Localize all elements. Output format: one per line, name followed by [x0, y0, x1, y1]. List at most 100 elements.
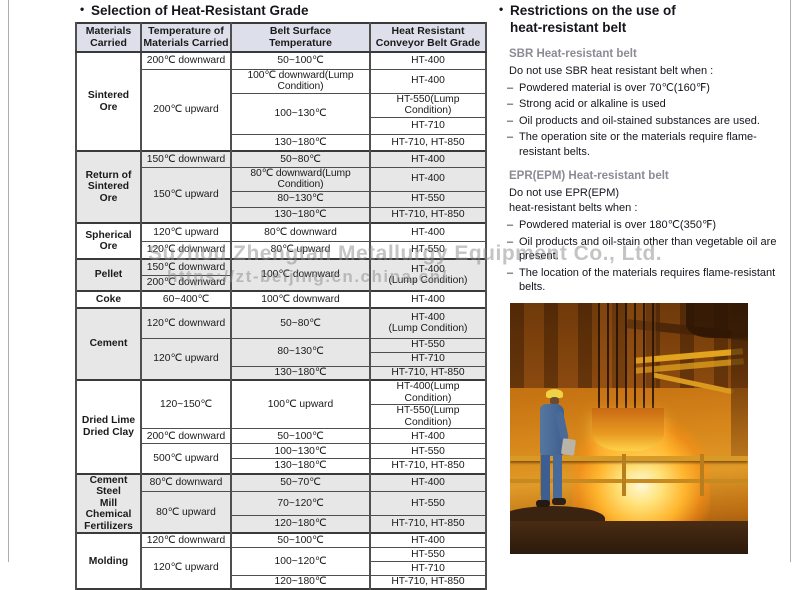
table-cell: 50~100℃: [230, 428, 371, 445]
sbr-heading: SBR Heat-resistant belt: [509, 47, 637, 60]
table-row: Spherical Ore 120℃ upward 80℃ downward H…: [75, 222, 487, 260]
watermark-url-text: https://zt-beijing.cn.china.cn/: [167, 267, 448, 286]
table-cell: 100~130℃: [230, 443, 371, 460]
material-cell: Pellet: [75, 258, 142, 292]
column-header: Belt Surface Temperature: [230, 22, 371, 53]
dash-icon: –: [507, 219, 514, 231]
table-cell: 100~130℃: [230, 92, 371, 135]
table-row: 130~180℃ HT-710, HT-850: [76, 365, 487, 381]
table-cell: 130~180℃: [230, 206, 371, 224]
page-frame-right: [790, 0, 791, 562]
table-row: 500℃ upward 100~130℃ HT-550: [76, 443, 487, 475]
worker-leg: [541, 455, 550, 502]
worker-leg: [553, 455, 562, 500]
photo-ground: [510, 521, 748, 554]
list-item-text: Powdered material is over 180℃(350℉): [519, 219, 717, 231]
table-row: 130~180℃ HT-710, HT-850: [76, 206, 487, 224]
page-title: Selection of Heat-Resistant Grade: [91, 3, 309, 18]
list-item: – Strong acid or alkaline is used: [507, 97, 783, 112]
material-cell: Return of Sintered Ore: [75, 150, 142, 224]
table-row: Cement 120℃ downward 50~80℃ HT-400 (Lump…: [75, 307, 487, 381]
section-title-text: Restrictions on the use of heat-resistan…: [510, 3, 676, 36]
table-cell: 150℃ upward: [140, 166, 232, 224]
table-cell: HT-710, HT-850: [369, 514, 487, 534]
watermark-company-text: Suzhou Zhengtan Metallurgy Equipment Co.…: [148, 242, 663, 265]
column-header: Temperature of Materials Carried: [140, 22, 232, 53]
table-cell: 200℃ upward: [140, 68, 232, 152]
table-cell: 80℃ downward(Lump Condition): [230, 166, 371, 192]
material-cell: Dried Lime Dried Clay: [75, 379, 142, 475]
worker-boot: [552, 498, 566, 505]
table-cell: HT-400: [369, 68, 487, 94]
table-row: 120~180℃ HT-710, HT-850: [76, 514, 487, 534]
bullet-icon: •: [80, 2, 85, 16]
table-row: 80℃ upward 70~120℃ HT-550: [76, 491, 487, 534]
table-row: 120℃ upward 80~130℃ HT-550: [76, 337, 487, 381]
table-cell: 100℃ downward: [230, 290, 371, 309]
table-cell: HT-710, HT-850: [369, 133, 487, 152]
bullet-icon: •: [499, 2, 504, 16]
photo-railing-post: [622, 453, 626, 497]
table-cell: HT-710: [369, 560, 487, 576]
table-cell: HT-710, HT-850: [369, 206, 487, 224]
table-row: Sintered Ore 200℃ downward 50~100℃ HT-40…: [75, 50, 487, 152]
table-cell: 130~180℃: [230, 458, 371, 475]
restrictions-section-title: • Restrictions on the use of heat-resist…: [499, 2, 783, 37]
table-cell: 150℃ downward: [140, 258, 232, 276]
table-cell: 120℃ downward: [140, 307, 232, 339]
table-row: 200℃ downward: [76, 274, 486, 292]
table-cell: 200℃ downward: [140, 428, 232, 445]
list-item-text: The operation site or the materials requ…: [519, 131, 757, 158]
list-item-text: Oil products and oil-stained substances …: [519, 114, 760, 127]
list-item-text: Strong acid or alkaline is used: [519, 98, 666, 111]
table-cell: 130~180℃: [230, 133, 371, 152]
table-cell: HT-550: [369, 190, 487, 208]
table-cell: 80℃ downward: [140, 472, 232, 493]
sbr-intro: Do not use SBR heat resistant belt when …: [509, 64, 714, 77]
table-cell: 200℃ downward: [140, 51, 232, 70]
list-item: – The location of the materials requires…: [507, 266, 783, 295]
column-header: Heat Resistant Conveyor Belt Grade: [369, 22, 487, 53]
photo-railing: [510, 456, 748, 462]
photo-railing: [510, 478, 748, 483]
table-cell: HT-550(Lump Condition): [369, 92, 487, 118]
table-cell: 50~80℃: [230, 307, 371, 339]
table-row: Cement Steel Mill Chemical Fertilizers 8…: [75, 472, 487, 534]
table-row: 200℃ downward 50~100℃ HT-400: [76, 428, 487, 445]
list-item-text: Powdered material is over 70℃(160℉): [519, 81, 710, 94]
table-cell: 500℃ upward: [140, 443, 232, 475]
table-cell: HT-400: [369, 166, 487, 192]
table-cell: HT-710: [369, 116, 487, 135]
photo-dark-edge: [731, 303, 748, 459]
material-cell: Molding: [75, 532, 142, 590]
table-cell: HT-710, HT-850: [369, 365, 487, 381]
table-row: Pellet 150℃ downward 100℃ downward HT-40…: [75, 258, 487, 292]
material-cell: Spherical Ore: [75, 222, 142, 260]
list-item: – The operation site or the materials re…: [507, 130, 783, 159]
material-cell: Cement Steel Mill Chemical Fertilizers: [75, 472, 142, 534]
table-cell: 80~130℃: [230, 337, 371, 367]
table-row: 100~130℃ HT-550(Lump Condition): [76, 92, 487, 135]
table-cell: HT-710, HT-850: [369, 574, 487, 590]
table-cell: HT-400: [369, 290, 487, 309]
table-cell: 100℃ upward: [230, 379, 371, 430]
table-row: 200℃ upward 100℃ downward(Lump Condition…: [76, 68, 487, 152]
dash-icon: –: [507, 98, 514, 111]
grade-table-container: Materials Carried Temperature of Materia…: [75, 22, 487, 590]
table-cell: 130~180℃: [230, 365, 371, 381]
epr-intro: Do not use EPR(EPM) heat-resistant belts…: [509, 187, 638, 214]
table-cell: HT-400: [369, 150, 487, 168]
table-cell: 50~100℃: [230, 532, 371, 548]
dash-icon: –: [507, 266, 514, 279]
table-cell: 100℃ downward(Lump Condition): [230, 68, 371, 94]
table-cell: 120℃ upward: [140, 546, 232, 590]
dash-icon: –: [507, 81, 514, 94]
restrictions-section: • Restrictions on the use of heat-resist…: [499, 2, 783, 297]
table-cell: 80~130℃: [230, 190, 371, 208]
table-cell: 120℃ upward: [140, 337, 232, 381]
selection-section-title: • Selection of Heat-Resistant Grade: [80, 2, 309, 19]
worker-head: [550, 397, 559, 405]
list-item: – Oil products and oil-stain other than …: [507, 235, 783, 264]
dash-icon: –: [507, 114, 514, 127]
list-item-text: The location of the materials requires f…: [519, 266, 776, 294]
